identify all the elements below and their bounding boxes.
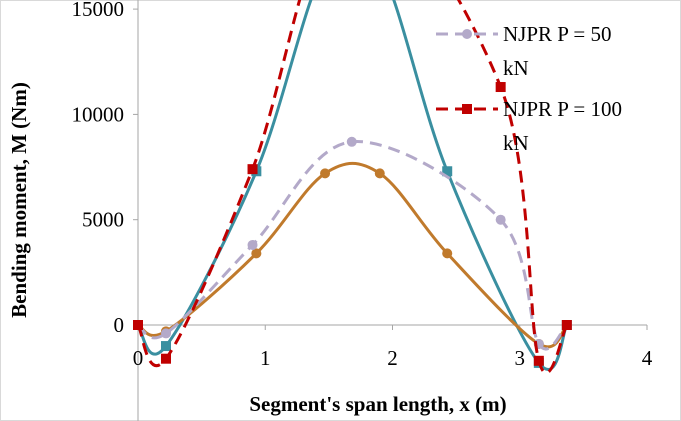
legend-swatch-marker [462,104,472,114]
series-2-point [495,82,506,93]
x-tick-label: 0 [133,346,144,370]
x-tick-label: 3 [515,346,526,370]
series-2-point [561,320,572,330]
series-2-point [160,353,171,364]
legend-swatch-marker [462,29,472,39]
series-1-point [247,239,258,250]
y-tick-label: -5000 [75,418,124,421]
series-3-point [442,166,453,177]
x-tick-label: 2 [387,346,398,370]
x-tick-label: 1 [260,346,271,370]
series-4-point [320,168,331,179]
legend-item-1: NJPR P = 50 kN [436,22,612,80]
y-tick-label: 0 [114,313,125,337]
legend-label-continued: kN [503,56,529,80]
series-2-line [136,0,569,375]
legend-label: NJPR P = 50 [503,22,612,46]
series-2-point [247,164,258,175]
legend-label-continued: kN [503,131,529,155]
x-axis-title: Segment's span length, x (m) [249,392,506,416]
y-tick-label: 5000 [82,208,124,232]
series-1-point [346,136,357,147]
series-layer [133,0,572,375]
y-tick-label: 15000 [72,0,125,21]
series-4-point [374,168,385,179]
series-1-point [160,328,171,339]
y-tick-label: 10000 [72,102,125,126]
legend-item-2: NJPR P = 100 kN [436,97,622,155]
series-2 [133,0,572,375]
series-3-point [160,341,171,352]
series-4-point [251,248,262,259]
series-2-point [133,320,143,330]
series-4-point [442,248,453,259]
series-1-point [495,214,506,225]
legend: NJPR P = 50 kN NJPR P = 100 kN [436,22,622,155]
y-axis-title: Bending moment, M (Nm) [7,82,31,318]
x-tick-label: 4 [642,346,653,370]
legend-label: NJPR P = 100 [503,97,622,121]
series-2-point [533,355,544,366]
